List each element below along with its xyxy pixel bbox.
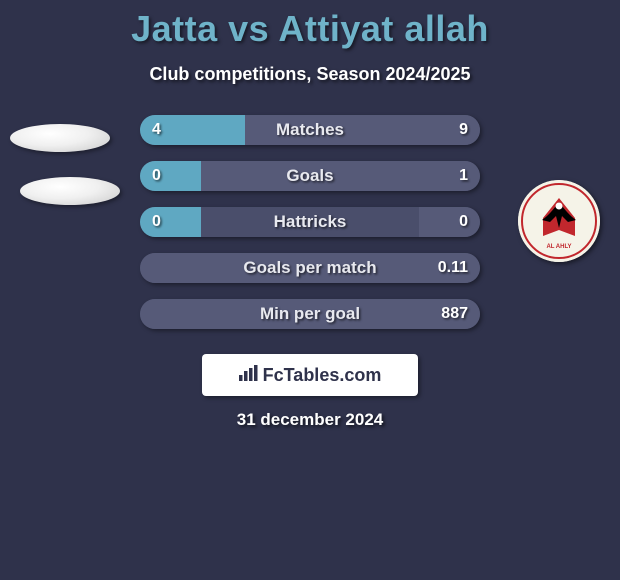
- fctables-logo-box: FcTables.com: [202, 354, 418, 396]
- stat-label: Min per goal: [140, 299, 480, 329]
- stat-value-left: 0: [152, 207, 161, 237]
- stat-value-right: 887: [441, 299, 468, 329]
- stat-row: Goals per match0.11: [140, 253, 480, 283]
- date-label: 31 december 2024: [0, 410, 620, 430]
- stat-label: Goals per match: [140, 253, 480, 283]
- fctables-label: FcTables.com: [263, 365, 382, 386]
- stats-chart: Matches49Goals01Hattricks00Goals per mat…: [0, 115, 620, 335]
- stat-value-left: 4: [152, 115, 161, 145]
- stat-row: Matches4 9: [140, 115, 480, 145]
- stat-value-right: 1: [459, 161, 468, 191]
- stat-value-right: 9: [459, 115, 468, 145]
- fctables-chart-icon: [239, 365, 259, 386]
- stat-value-left: 0: [152, 161, 161, 191]
- stat-label: Hattricks: [140, 207, 480, 237]
- stat-row: Min per goal887: [140, 299, 480, 329]
- stat-label: Goals: [140, 161, 480, 191]
- stat-row: Hattricks0 0: [140, 207, 480, 237]
- page-title: Jatta vs Attiyat allah: [0, 0, 620, 50]
- stat-value-right: 0.11: [438, 253, 468, 283]
- subtitle: Club competitions, Season 2024/2025: [0, 64, 620, 85]
- stat-row: Goals0 1: [140, 161, 480, 191]
- stat-value-right: 0: [459, 207, 468, 237]
- stat-label: Matches: [140, 115, 480, 145]
